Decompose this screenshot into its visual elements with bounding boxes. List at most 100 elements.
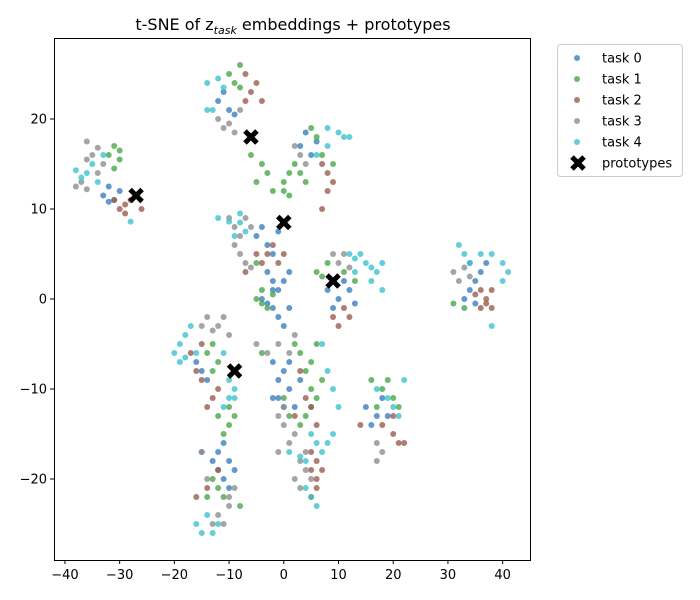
data-point bbox=[351, 278, 358, 284]
data-point bbox=[373, 269, 380, 275]
data-point bbox=[231, 111, 238, 118]
data-point bbox=[297, 170, 304, 176]
data-point bbox=[335, 260, 342, 266]
legend-label: task 0 bbox=[602, 52, 642, 67]
data-point bbox=[215, 359, 222, 365]
data-point bbox=[291, 476, 298, 482]
data-point bbox=[231, 80, 238, 86]
data-point bbox=[450, 300, 457, 307]
data-point bbox=[231, 224, 238, 230]
data-point bbox=[346, 134, 353, 140]
data-point bbox=[368, 377, 375, 383]
data-point bbox=[319, 206, 326, 212]
x-tick-label: 20 bbox=[385, 568, 402, 583]
data-point bbox=[209, 530, 216, 536]
data-point bbox=[319, 449, 326, 455]
data-point bbox=[220, 521, 227, 527]
data-point bbox=[83, 170, 90, 176]
data-point bbox=[286, 350, 293, 356]
data-point bbox=[330, 179, 337, 185]
data-point bbox=[269, 188, 276, 194]
data-point bbox=[209, 458, 216, 464]
data-point bbox=[466, 260, 473, 266]
data-point bbox=[209, 341, 216, 347]
x-tick-label: 10 bbox=[330, 568, 347, 583]
data-point bbox=[379, 386, 386, 392]
data-point bbox=[461, 305, 468, 311]
data-point bbox=[280, 368, 287, 374]
data-point bbox=[291, 143, 298, 149]
data-point bbox=[215, 521, 222, 527]
data-point bbox=[340, 305, 347, 311]
data-point bbox=[253, 233, 260, 239]
data-point bbox=[286, 413, 293, 419]
title-subscript: task bbox=[214, 24, 238, 37]
data-point bbox=[226, 485, 233, 491]
data-point bbox=[204, 80, 211, 86]
legend-entry: task 4 bbox=[574, 136, 642, 151]
data-point bbox=[111, 143, 118, 149]
data-point bbox=[231, 413, 238, 419]
data-point bbox=[264, 170, 271, 176]
legend: task 0 task 1 task 2 task 3 task 4 prototypes bbox=[557, 44, 683, 177]
data-point bbox=[269, 395, 276, 401]
data-point bbox=[302, 485, 309, 491]
data-point bbox=[116, 156, 123, 163]
data-point bbox=[209, 368, 216, 374]
data-point bbox=[384, 395, 391, 401]
data-point bbox=[242, 260, 249, 266]
data-point bbox=[313, 138, 320, 145]
data-point bbox=[313, 440, 320, 446]
data-point bbox=[204, 494, 211, 500]
data-point bbox=[198, 377, 205, 383]
prototype-marker bbox=[243, 129, 259, 145]
y-tick-label: 10 bbox=[30, 203, 47, 218]
data-point bbox=[302, 368, 309, 374]
data-point bbox=[204, 350, 211, 356]
data-point bbox=[258, 224, 265, 230]
data-point bbox=[340, 134, 347, 140]
data-point bbox=[258, 98, 265, 104]
data-point bbox=[198, 449, 205, 455]
x-tick-label: −30 bbox=[106, 568, 133, 583]
data-point bbox=[237, 503, 244, 509]
data-point bbox=[247, 224, 254, 230]
data-point bbox=[198, 323, 205, 329]
data-point bbox=[335, 323, 342, 329]
data-point bbox=[116, 188, 123, 194]
data-point bbox=[291, 332, 298, 338]
data-point bbox=[220, 404, 227, 410]
data-point bbox=[286, 440, 293, 446]
data-point bbox=[302, 413, 309, 419]
data-point bbox=[499, 278, 506, 284]
data-point bbox=[313, 485, 320, 491]
legend-label: prototypes bbox=[602, 157, 672, 172]
data-point bbox=[237, 84, 244, 91]
data-point bbox=[340, 278, 347, 284]
data-point bbox=[330, 431, 337, 437]
data-point bbox=[477, 251, 484, 257]
data-point bbox=[204, 485, 211, 491]
data-point bbox=[280, 251, 287, 257]
data-point bbox=[308, 359, 315, 365]
data-point bbox=[242, 98, 249, 104]
data-point bbox=[226, 458, 233, 464]
data-point bbox=[280, 395, 287, 401]
data-point bbox=[395, 404, 402, 410]
data-point bbox=[269, 291, 276, 298]
data-point bbox=[204, 107, 211, 113]
chart-title: t-SNE of ztask embeddings + prototypes bbox=[135, 15, 450, 37]
data-point bbox=[193, 521, 200, 527]
data-point bbox=[390, 413, 397, 419]
data-point bbox=[324, 125, 331, 131]
data-point bbox=[258, 287, 265, 293]
data-point bbox=[220, 125, 227, 131]
data-point bbox=[94, 179, 101, 185]
data-point bbox=[111, 165, 118, 172]
data-point bbox=[280, 188, 287, 194]
data-point bbox=[237, 251, 244, 257]
data-point bbox=[324, 188, 331, 194]
data-point bbox=[308, 476, 315, 482]
data-point bbox=[231, 242, 238, 248]
data-point bbox=[111, 197, 118, 203]
